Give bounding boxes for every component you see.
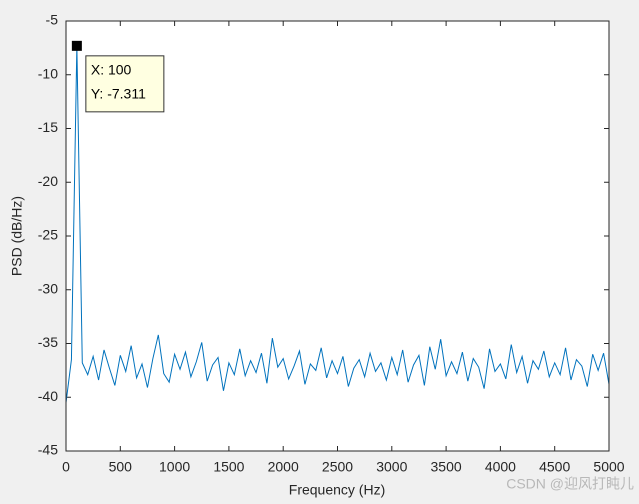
x-tick-label: 5000 [593, 459, 624, 475]
x-tick-label: 2000 [268, 459, 299, 475]
datatip-text: Y: -7.311 [91, 86, 146, 102]
y-tick-label: -45 [38, 442, 58, 458]
x-axis-label: Frequency (Hz) [289, 482, 385, 498]
x-tick-label: 1000 [159, 459, 190, 475]
x-tick-label: 3500 [431, 459, 462, 475]
y-tick-label: -30 [38, 280, 58, 296]
series-line [65, 45, 610, 403]
x-tick-label: 1500 [213, 459, 244, 475]
y-tick-label: -40 [38, 388, 58, 404]
datatip-marker [71, 40, 82, 51]
y-tick-label: -15 [38, 119, 58, 135]
x-tick-label: 500 [109, 459, 133, 475]
datatip: X: 100 Y: -7.311 [85, 55, 165, 113]
axes-box [65, 20, 610, 452]
y-tick-label: -35 [38, 334, 58, 350]
x-tick-label: 3000 [376, 459, 407, 475]
x-tick-label: 4000 [485, 459, 516, 475]
x-tick-label: 0 [62, 459, 70, 475]
watermark: CSDN @迎风打盹儿 [506, 476, 634, 492]
datatip-text: X: 100 [91, 62, 132, 78]
y-axis-label: PSD (dB/Hz) [9, 196, 25, 276]
x-tick-label: 4500 [539, 459, 570, 475]
datatip-box [85, 55, 165, 113]
x-tick-label: 2500 [322, 459, 353, 475]
y-tick-label: -10 [38, 65, 58, 81]
y-tick-label: -20 [38, 173, 58, 189]
y-tick-label: -5 [46, 12, 59, 28]
y-tick-label: -25 [38, 227, 58, 243]
